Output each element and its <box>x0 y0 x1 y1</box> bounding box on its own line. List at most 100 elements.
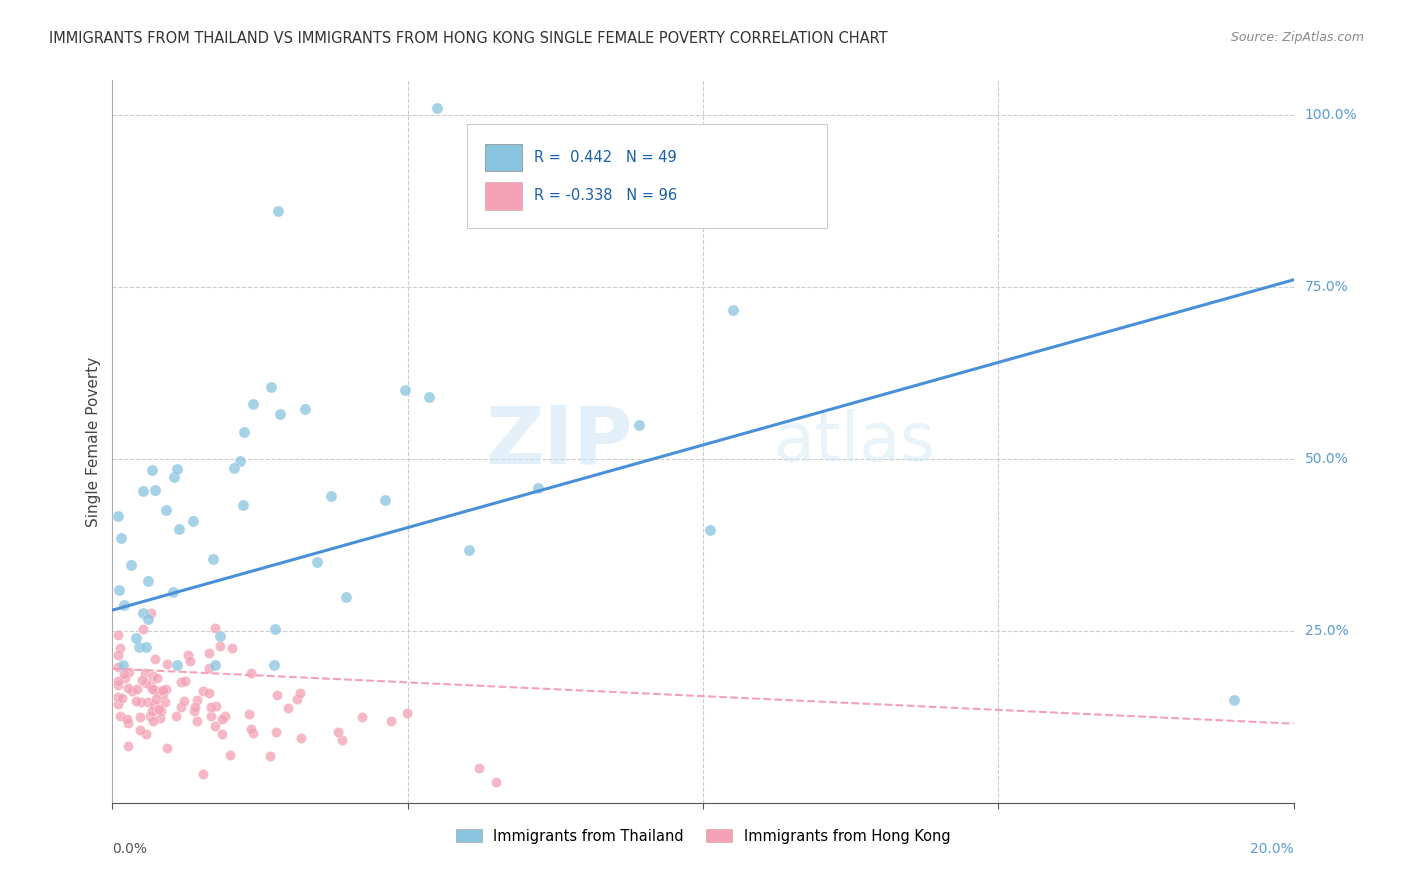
Text: 100.0%: 100.0% <box>1305 108 1357 121</box>
Point <box>118 665 141 679</box>
Point <box>218 748 240 763</box>
Point <box>108 708 131 723</box>
Point <box>186 692 208 706</box>
Point <box>184 699 207 714</box>
Point <box>128 723 150 737</box>
Point <box>240 666 263 681</box>
Point <box>132 622 155 636</box>
Point <box>211 727 233 741</box>
Point <box>221 641 243 656</box>
Point <box>264 622 287 636</box>
Point <box>186 714 208 728</box>
Text: 0.0%: 0.0% <box>112 842 148 855</box>
Point <box>156 741 179 756</box>
Point <box>222 460 245 475</box>
Point <box>135 726 157 740</box>
Point <box>204 621 226 635</box>
Point <box>139 679 162 693</box>
Point <box>141 704 163 718</box>
Point <box>200 700 222 714</box>
Point <box>238 707 260 722</box>
Point <box>107 582 129 597</box>
Point <box>107 648 129 663</box>
Point <box>120 558 142 572</box>
Point <box>163 469 186 483</box>
Point <box>290 731 312 745</box>
Point <box>107 628 129 642</box>
Point <box>145 692 167 706</box>
Point <box>266 688 288 702</box>
Point <box>117 712 139 726</box>
Point <box>166 658 188 673</box>
Text: IMMIGRANTS FROM THAILAND VS IMMIGRANTS FROM HONG KONG SINGLE FEMALE POVERTY CORR: IMMIGRANTS FROM THAILAND VS IMMIGRANTS F… <box>49 31 887 46</box>
Point <box>242 397 264 411</box>
Point <box>112 666 135 681</box>
Point <box>142 668 165 682</box>
Point <box>457 543 479 558</box>
Point <box>107 690 129 704</box>
Point <box>107 509 129 524</box>
Point <box>107 660 129 674</box>
Point <box>233 425 256 439</box>
Point <box>170 675 193 690</box>
Point <box>150 704 173 718</box>
Point <box>107 673 129 688</box>
Point <box>374 492 396 507</box>
Point <box>173 674 195 689</box>
Point <box>114 671 136 685</box>
Point <box>162 585 184 599</box>
Point <box>319 489 342 503</box>
Point <box>204 658 226 673</box>
Point <box>264 725 287 739</box>
Point <box>294 401 316 416</box>
Point <box>143 483 166 497</box>
Point <box>131 606 153 620</box>
Legend: Immigrants from Thailand, Immigrants from Hong Kong: Immigrants from Thailand, Immigrants fro… <box>450 823 956 850</box>
Point <box>259 749 281 764</box>
Point <box>146 685 169 699</box>
Point <box>240 723 263 737</box>
Point <box>141 463 163 477</box>
Point <box>183 704 205 718</box>
Point <box>426 101 449 115</box>
Bar <box>485 182 522 210</box>
Point <box>205 698 228 713</box>
Point <box>260 380 283 394</box>
Point <box>231 498 253 512</box>
Point <box>198 686 221 700</box>
Point <box>197 661 219 675</box>
Point <box>142 714 165 728</box>
Point <box>468 761 491 775</box>
Point <box>128 640 150 654</box>
Point <box>145 683 167 698</box>
Point <box>121 683 143 698</box>
Point <box>152 683 174 698</box>
Point <box>134 666 156 681</box>
Point <box>290 686 312 700</box>
Text: 25.0%: 25.0% <box>1305 624 1348 638</box>
Point <box>526 481 548 495</box>
Point <box>181 514 204 528</box>
Point <box>155 682 177 697</box>
Point <box>107 697 129 711</box>
Point <box>191 684 214 698</box>
Point <box>131 695 153 709</box>
Point <box>285 692 308 706</box>
Point <box>129 710 152 724</box>
Point <box>209 639 232 653</box>
Point <box>277 700 299 714</box>
Point <box>193 766 215 780</box>
Point <box>146 672 169 686</box>
Point <box>143 651 166 665</box>
Point <box>165 708 187 723</box>
Point <box>177 648 200 662</box>
Text: R = -0.338   N = 96: R = -0.338 N = 96 <box>534 188 678 203</box>
Point <box>107 677 129 691</box>
Point <box>155 503 177 517</box>
Point <box>326 724 349 739</box>
Point <box>127 681 149 696</box>
Point <box>263 658 285 673</box>
FancyBboxPatch shape <box>467 124 827 228</box>
Point <box>201 552 224 566</box>
Point <box>166 462 188 476</box>
